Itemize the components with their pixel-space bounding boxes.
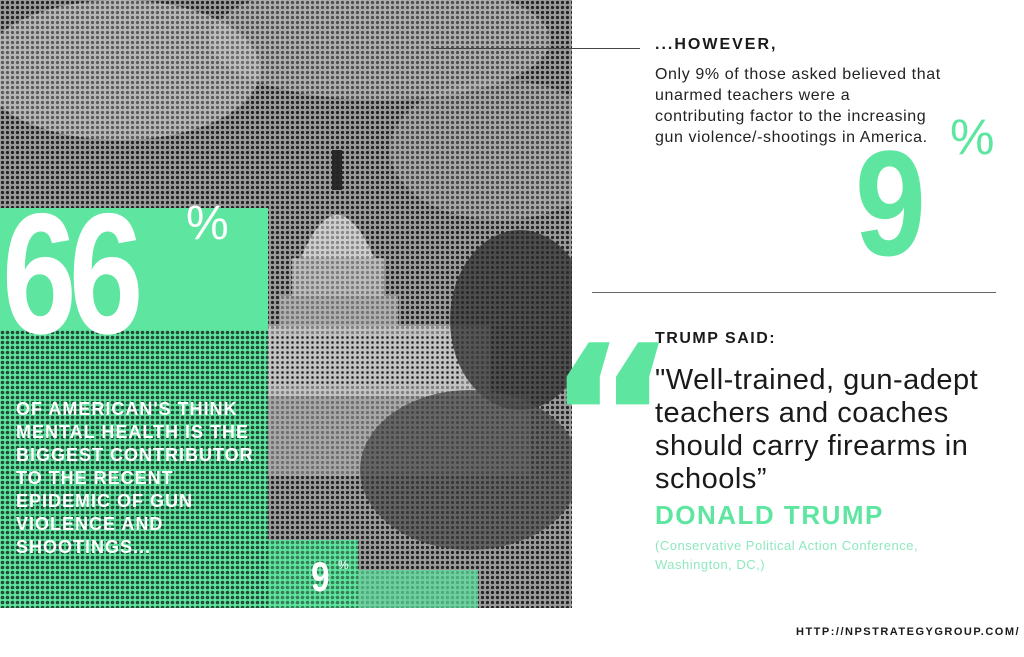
stat-66-value: 66 bbox=[2, 178, 143, 370]
quote-source: (Conservative Political Action Conferenc… bbox=[655, 538, 919, 572]
quote-mark-icon: “ bbox=[546, 303, 678, 536]
top-divider bbox=[432, 48, 640, 49]
however-description: Only 9% of those asked believed that una… bbox=[655, 66, 941, 146]
halftone-image bbox=[0, 0, 572, 608]
middle-divider bbox=[592, 292, 996, 293]
stat-9-value: 9 bbox=[855, 119, 926, 287]
quote-speaker: DONALD TRUMP bbox=[655, 500, 884, 530]
stat-9-percent: % bbox=[950, 109, 995, 165]
stat-66-percent: % bbox=[186, 197, 229, 250]
capitol-halftone-photo bbox=[0, 0, 572, 608]
however-heading: ...HOWEVER, bbox=[655, 36, 778, 53]
photo-stat-value: 9 bbox=[311, 553, 330, 600]
trump-heading: TRUMP SAID: bbox=[655, 330, 777, 347]
photo-stat-percent: % bbox=[338, 558, 349, 572]
trump-quote: "Well-trained, gun-adept teachers and co… bbox=[655, 364, 979, 495]
footer-url: HTTP://NPSTRATEGYGROUP.COM/ bbox=[796, 626, 1021, 638]
stat-66-description: Of American's think mental health is the… bbox=[16, 399, 254, 557]
